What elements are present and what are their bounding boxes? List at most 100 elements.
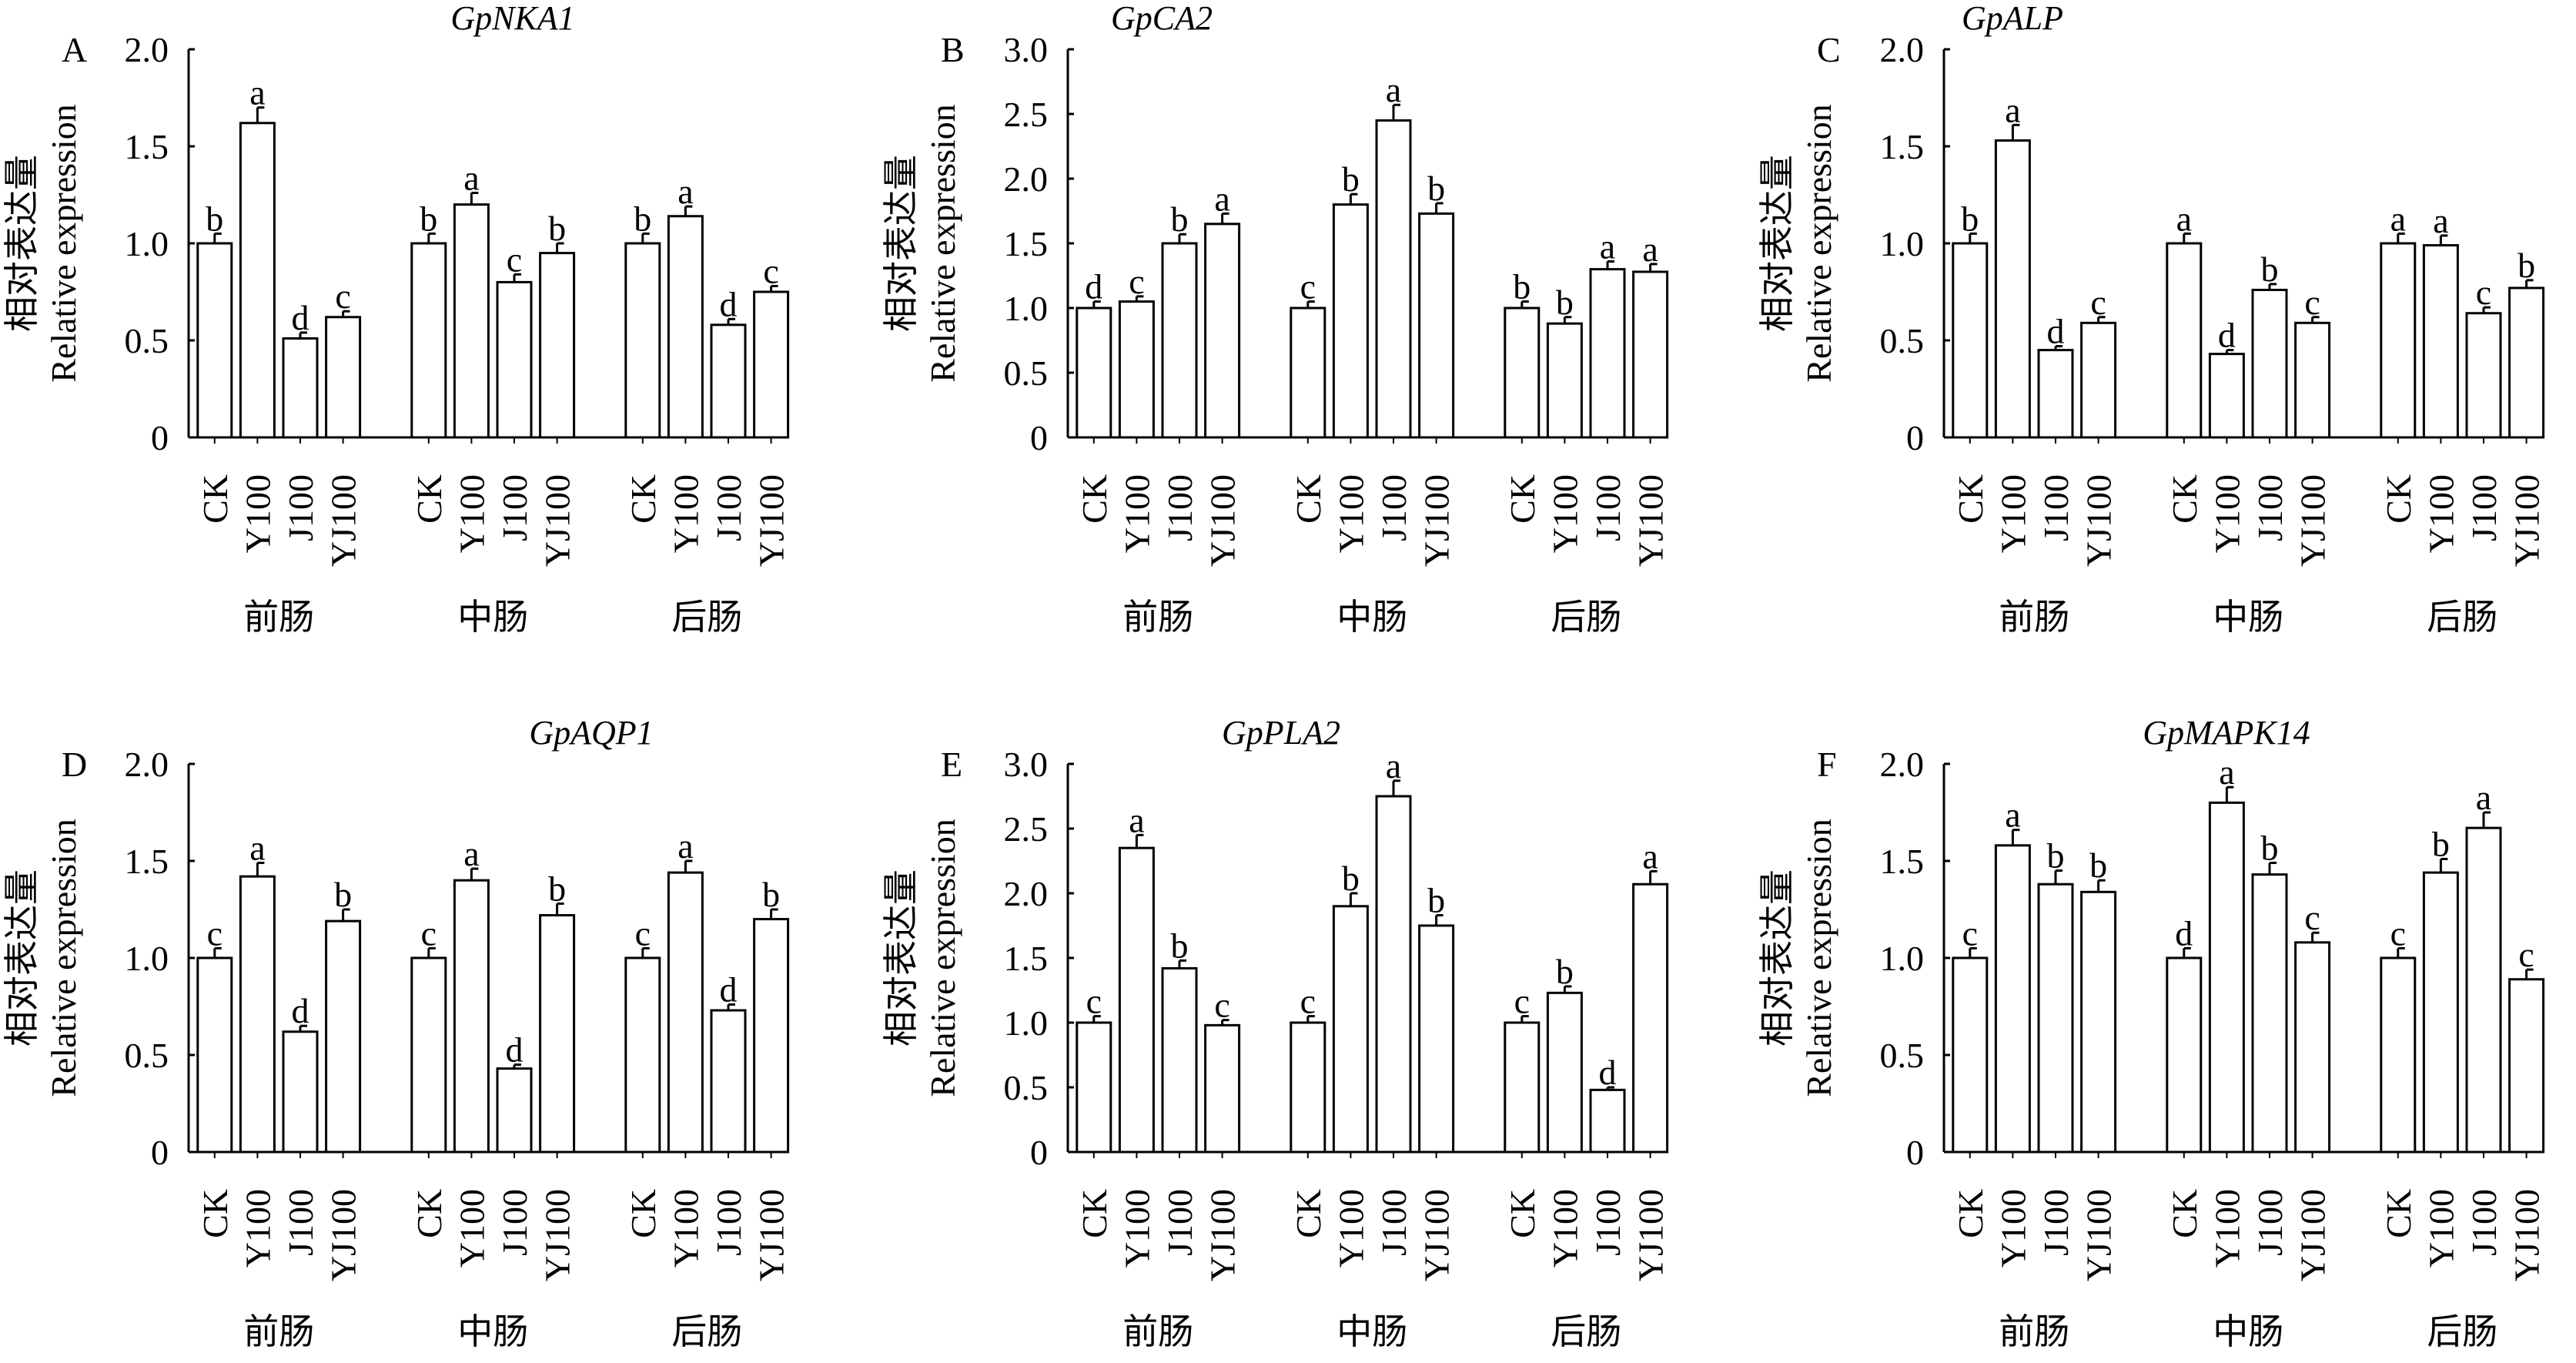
x-tick-label: YJ100 [1203,1189,1243,1281]
panel-C: C GpALP 相对表达量 Relative expression 0 0.5 1.0 1.5… [1758,0,2547,637]
y-axis-label-cn: 相对表达量 [1758,869,1797,1047]
y-tick-label: 2.0 [125,745,169,784]
group-label: 前肠 [1122,598,1193,637]
bar [325,919,362,1154]
panel-B: B GpCA2 相对表达量 Relative expression 0 0.5 1.0 1.5… [882,0,1671,637]
significance-letter: c [1300,267,1316,306]
y-tick-label: 0.5 [1880,1036,1925,1075]
panel-E: E GpPLA2 相对表达量 Relative expression 0 0.5 1.0 1.… [882,714,1671,1351]
x-tick-label: J100 [1374,1189,1413,1256]
y-axis-label: Relative expression [1799,104,1838,383]
bar [2465,826,2502,1154]
group-label: 中肠 [2213,1312,2283,1351]
y-axis-label-cn: 相对表达量 [882,869,921,1047]
x-tick-label: CK [2379,1189,2418,1238]
y-tick-label: 1.0 [125,224,169,263]
x-tick-label: CK [1503,474,1542,524]
significance-letter: d [720,284,738,323]
x-tick-label: YJ100 [538,1189,577,1281]
chart-title: GpAQP1 [529,714,653,752]
x-tick-label: J100 [1374,474,1413,541]
significance-letter: c [2090,283,2106,322]
bar [1632,882,1669,1154]
significance-letter: a [2390,199,2406,238]
x-tick-label: J100 [2036,474,2076,541]
bar [196,242,233,439]
bar [539,914,576,1154]
bar [2037,349,2074,439]
bar [1994,844,2031,1154]
x-tick-label: CK [2165,474,2204,524]
y-tick-label: 2.0 [1004,874,1049,913]
bar [282,1030,319,1154]
x-tick-label: Y100 [238,1189,277,1268]
bar [1546,322,1583,439]
y-tick-label: 0 [1030,1133,1048,1172]
x-tick-label: YJ100 [2293,1189,2333,1281]
significance-letter: c [421,913,437,953]
bar [1290,306,1326,439]
bar [1546,991,1583,1154]
x-tick-label: YJ100 [2293,474,2333,567]
x-tick-label: YJ100 [324,474,363,567]
group-label: 后肠 [1551,598,1621,637]
significance-letter: b [2261,829,2279,868]
x-tick-label: CK [2165,1189,2204,1238]
bar [496,280,533,439]
bar [1952,242,1989,439]
bar [2380,956,2417,1154]
bar [2251,873,2288,1154]
x-tick-label: Y100 [1993,1189,2032,1268]
bar [2422,871,2459,1154]
significance-letter: a [1129,800,1144,839]
bar [753,290,790,439]
y-tick-label: 2.0 [1880,745,1925,784]
y-tick-label: 1.0 [1880,224,1925,263]
bar [2294,941,2331,1154]
panel-D: D GpAQP1 相对表达量 Relative expression 0 0.5 1.0 1.… [2,714,791,1351]
bar [1375,795,1412,1154]
x-tick-label: Y100 [1545,474,1584,553]
panel-label: C [1817,30,1841,69]
bar [2465,312,2502,439]
significance-letter: b [1171,199,1189,239]
bar [2166,956,2203,1154]
x-tick-label: CK [2379,474,2418,524]
significance-letter: c [507,239,522,279]
bar [1332,905,1369,1154]
bar [2037,882,2074,1154]
x-tick-label: CK [1075,474,1114,524]
y-tick-label: 1.5 [1880,842,1925,881]
x-tick-label: YJ100 [752,474,791,567]
significance-letter: a [2219,752,2234,792]
y-tick-label: 3.0 [1004,30,1049,69]
x-tick-label: Y100 [452,474,491,553]
significance-letter: a [677,826,693,866]
bar [325,316,362,439]
chart-title: GpMAPK14 [2143,714,2310,752]
x-tick-label: J100 [495,474,534,541]
significance-letter: b [2432,824,2450,863]
x-tick-label: Y100 [2207,1189,2246,1268]
x-tick-label: YJ100 [2507,474,2547,567]
bar [2380,242,2417,439]
x-tick-label: J100 [709,1189,748,1256]
x-tick-label: YJ100 [2079,474,2119,567]
significance-letter: b [2047,836,2065,876]
bar [753,918,790,1154]
bar [539,252,576,439]
x-tick-label: CK [1503,1189,1542,1238]
bar [1952,956,1989,1154]
y-tick-label: 1.5 [1880,127,1925,166]
bar [1632,270,1669,439]
bar [410,242,447,439]
significance-letter: b [548,869,566,908]
significance-letter: b [1427,881,1445,920]
y-axis-label-cn: 相对表达量 [2,869,42,1047]
panel-label: D [62,745,87,784]
significance-letter: a [1600,227,1615,266]
significance-letter: a [1642,836,1658,876]
y-tick-label: 2.0 [1004,159,1049,199]
significance-letter: a [2176,199,2192,238]
significance-letter: a [249,829,265,868]
